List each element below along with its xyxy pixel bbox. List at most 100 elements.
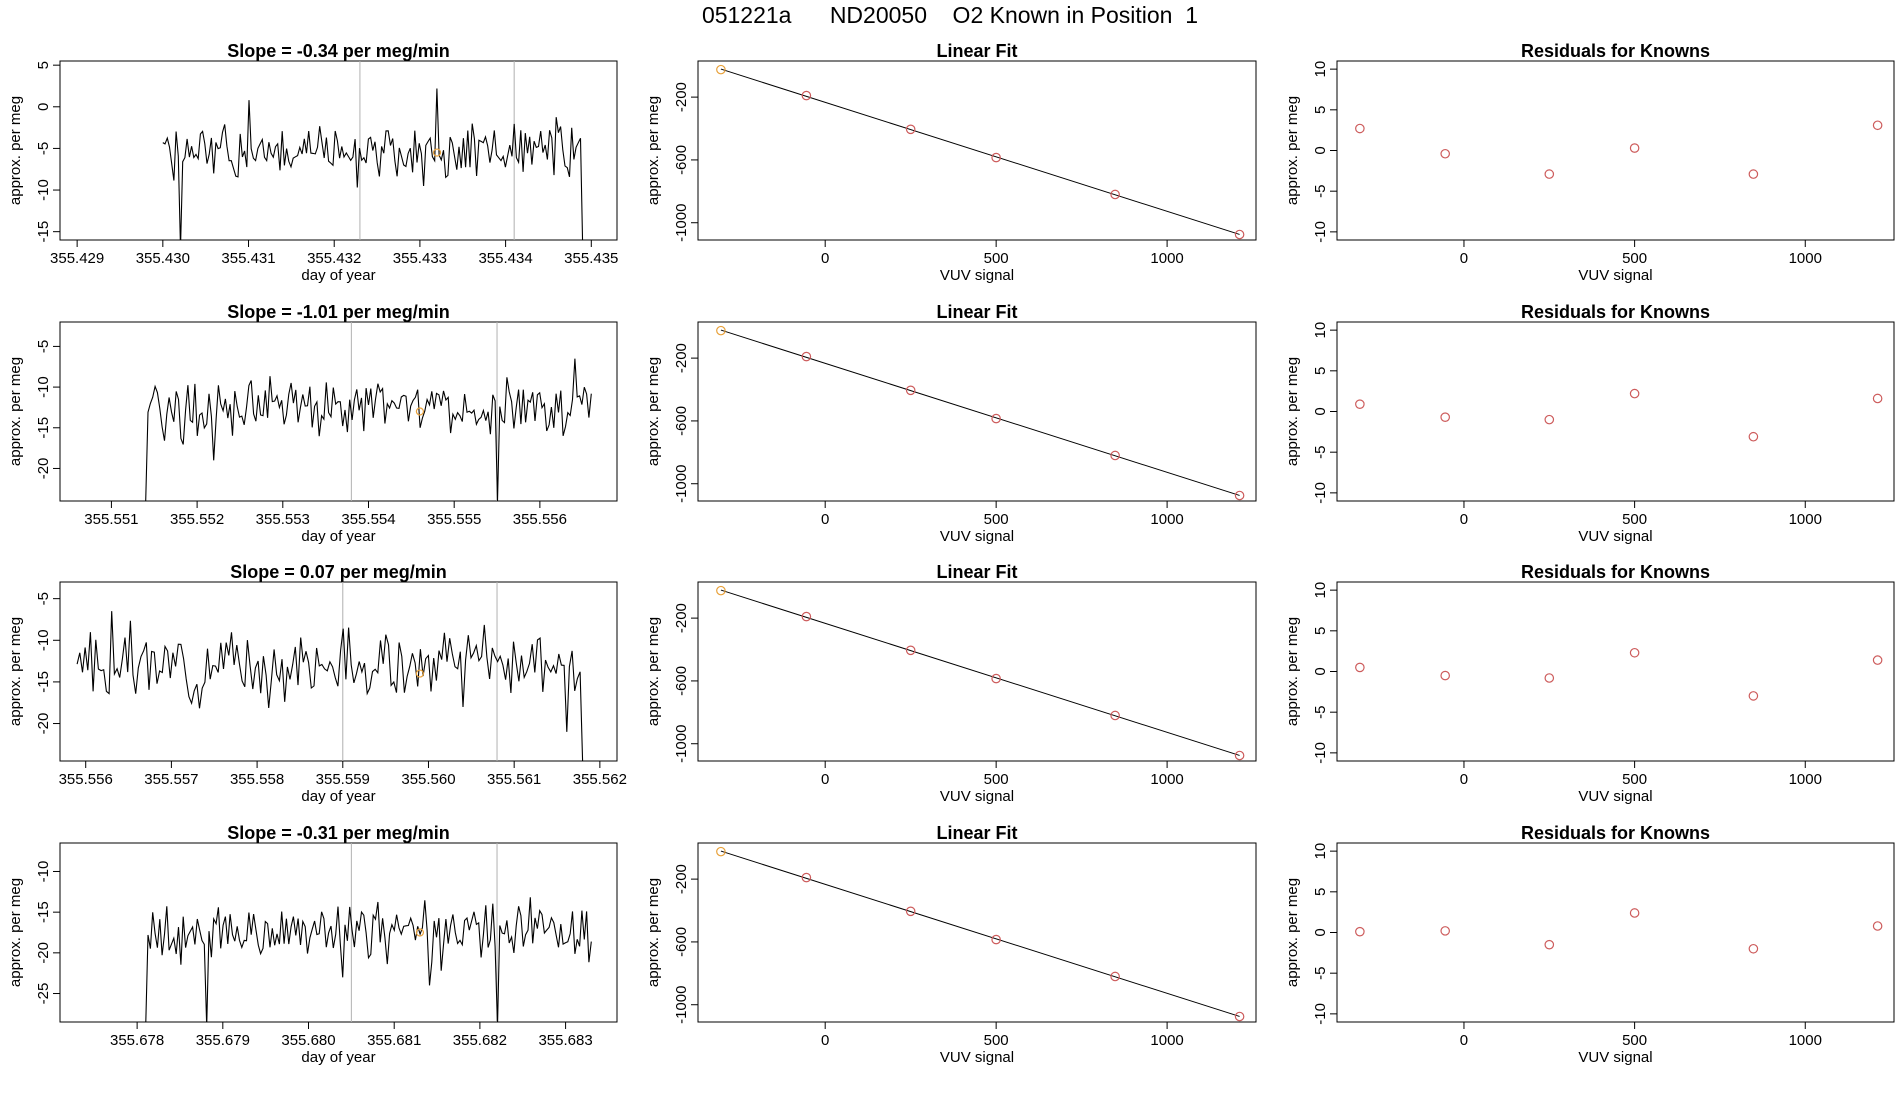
series-line xyxy=(145,358,592,501)
data-point xyxy=(1234,1011,1245,1022)
x-axis-label: VUV signal xyxy=(940,528,1014,545)
x-tick-label: 355.680 xyxy=(281,1032,335,1049)
x-tick-label: 500 xyxy=(984,511,1009,528)
y-tick-label: 10 xyxy=(1312,322,1329,339)
plot-frame xyxy=(1336,581,1895,762)
y-tick-label: -15 xyxy=(35,417,52,439)
x-tick-label: 355.557 xyxy=(144,771,198,788)
y-axis-label: approx. per meg xyxy=(645,96,662,205)
series-line xyxy=(145,897,592,1022)
x-tick-label: 0 xyxy=(1460,1032,1468,1049)
data-point xyxy=(1544,414,1555,425)
y-axis-label: approx. per meg xyxy=(7,96,24,205)
x-axis-label: day of year xyxy=(301,528,375,545)
x-tick-label: 355.431 xyxy=(221,250,275,267)
y-tick-label: -10 xyxy=(1312,482,1329,504)
x-tick-label: 355.556 xyxy=(513,511,567,528)
y-axis-label: approx. per meg xyxy=(645,878,662,987)
y-tick-label: 5 xyxy=(1312,367,1329,375)
chart-panel-3: Residuals for Knowns 0 500 1000 -10 -5 0 5 10 VUV… xyxy=(1284,41,1895,284)
data-point xyxy=(1355,399,1365,409)
x-tick-label: 500 xyxy=(1622,1032,1647,1049)
x-tick-label: 1000 xyxy=(1150,511,1183,528)
data-layer xyxy=(716,325,1245,501)
x-tick-label: 0 xyxy=(1460,771,1468,788)
y-tick-label: -200 xyxy=(673,864,690,894)
y-axis-label: approx. per meg xyxy=(1284,878,1301,987)
data-point xyxy=(1748,943,1759,954)
data-layer xyxy=(1355,908,1883,954)
x-tick-label: 0 xyxy=(821,1032,829,1049)
chart-panel-4: Slope = -1.01 per meg/min 355.551 355.552 3… xyxy=(7,302,618,545)
y-tick-label: -600 xyxy=(673,927,690,957)
data-point xyxy=(1629,143,1640,153)
data-point xyxy=(1748,691,1759,701)
x-tick-label: 355.560 xyxy=(401,771,455,788)
y-axis-label: approx. per meg xyxy=(7,357,24,466)
x-tick-label: 1000 xyxy=(1789,250,1822,267)
data-point xyxy=(1872,120,1883,131)
y-tick-label: -5 xyxy=(1312,706,1329,719)
data-point xyxy=(801,351,812,362)
data-point xyxy=(1629,388,1640,399)
data-point xyxy=(1440,926,1450,936)
data-point xyxy=(1748,431,1759,442)
y-tick-label: -10 xyxy=(35,376,52,398)
y-tick-label: -15 xyxy=(35,221,52,243)
x-axis-label: day of year xyxy=(301,788,375,805)
x-tick-label: 1000 xyxy=(1789,1032,1822,1049)
data-point xyxy=(1440,412,1450,422)
data-point xyxy=(1629,908,1640,918)
y-tick-label: 5 xyxy=(35,61,52,69)
fit-line xyxy=(720,329,1240,496)
y-tick-label: 10 xyxy=(1312,843,1329,860)
x-tick-label: 500 xyxy=(1622,511,1647,528)
plot-frame xyxy=(697,60,1257,241)
chart-panel-10: Slope = -0.31 per meg/min 355.678 355.679 3… xyxy=(7,823,618,1066)
x-tick-label: 1000 xyxy=(1150,1032,1183,1049)
y-tick-label: 5 xyxy=(1312,627,1329,635)
chart-panel-8: Linear Fit 0 500 1000 -200 -600 -1000 VUV signa… xyxy=(645,562,1257,805)
data-point xyxy=(1234,229,1245,240)
y-tick-label: -200 xyxy=(673,82,690,112)
y-tick-label: 0 xyxy=(1312,407,1329,415)
data-point xyxy=(1110,971,1120,982)
x-axis-label: VUV signal xyxy=(1578,528,1652,545)
y-tick-label: -20 xyxy=(35,713,52,735)
data-point xyxy=(991,934,1001,945)
data-point xyxy=(1110,189,1120,200)
y-tick-label: -5 xyxy=(1312,967,1329,980)
x-tick-label: 500 xyxy=(1622,250,1647,267)
plot-frame xyxy=(697,842,1257,1023)
data-point xyxy=(1872,393,1883,404)
y-tick-label: 10 xyxy=(1312,61,1329,78)
data-point xyxy=(1544,169,1555,179)
data-point xyxy=(801,611,812,622)
y-tick-label: -200 xyxy=(673,603,690,633)
data-point xyxy=(801,90,812,101)
y-tick-label: 5 xyxy=(1312,888,1329,896)
plot-frame xyxy=(697,321,1257,502)
y-axis-label: approx. per meg xyxy=(1284,617,1301,726)
chart-panel-2: Linear Fit 0 500 1000 -200 -600 -1000 VUV signa… xyxy=(645,41,1257,284)
data-point xyxy=(1110,710,1120,721)
y-tick-label: 0 xyxy=(1312,667,1329,675)
chart-title: Slope = -0.31 per meg/min xyxy=(227,823,450,843)
chart-title: Linear Fit xyxy=(936,562,1017,582)
data-point xyxy=(1544,939,1555,950)
page-title: 051221a ND20050 O2 Known in Position 1 xyxy=(701,2,1199,28)
data-layer xyxy=(1355,647,1883,701)
data-point xyxy=(1440,670,1450,681)
x-axis-label: VUV signal xyxy=(1578,788,1652,805)
x-tick-label: 355.435 xyxy=(564,250,618,267)
y-tick-label: 0 xyxy=(1312,146,1329,154)
y-tick-label: -600 xyxy=(673,406,690,436)
plot-frame xyxy=(59,842,618,1023)
y-tick-label: -1000 xyxy=(673,465,690,503)
x-tick-label: 355.554 xyxy=(341,511,395,528)
y-tick-label: -20 xyxy=(35,458,52,480)
y-tick-label: -5 xyxy=(35,340,52,353)
chart-panel-12: Residuals for Knowns 0 500 1000 -10 -5 0 5 10 VUV… xyxy=(1284,823,1895,1066)
y-tick-label: -5 xyxy=(35,142,52,155)
x-tick-label: 0 xyxy=(821,511,829,528)
